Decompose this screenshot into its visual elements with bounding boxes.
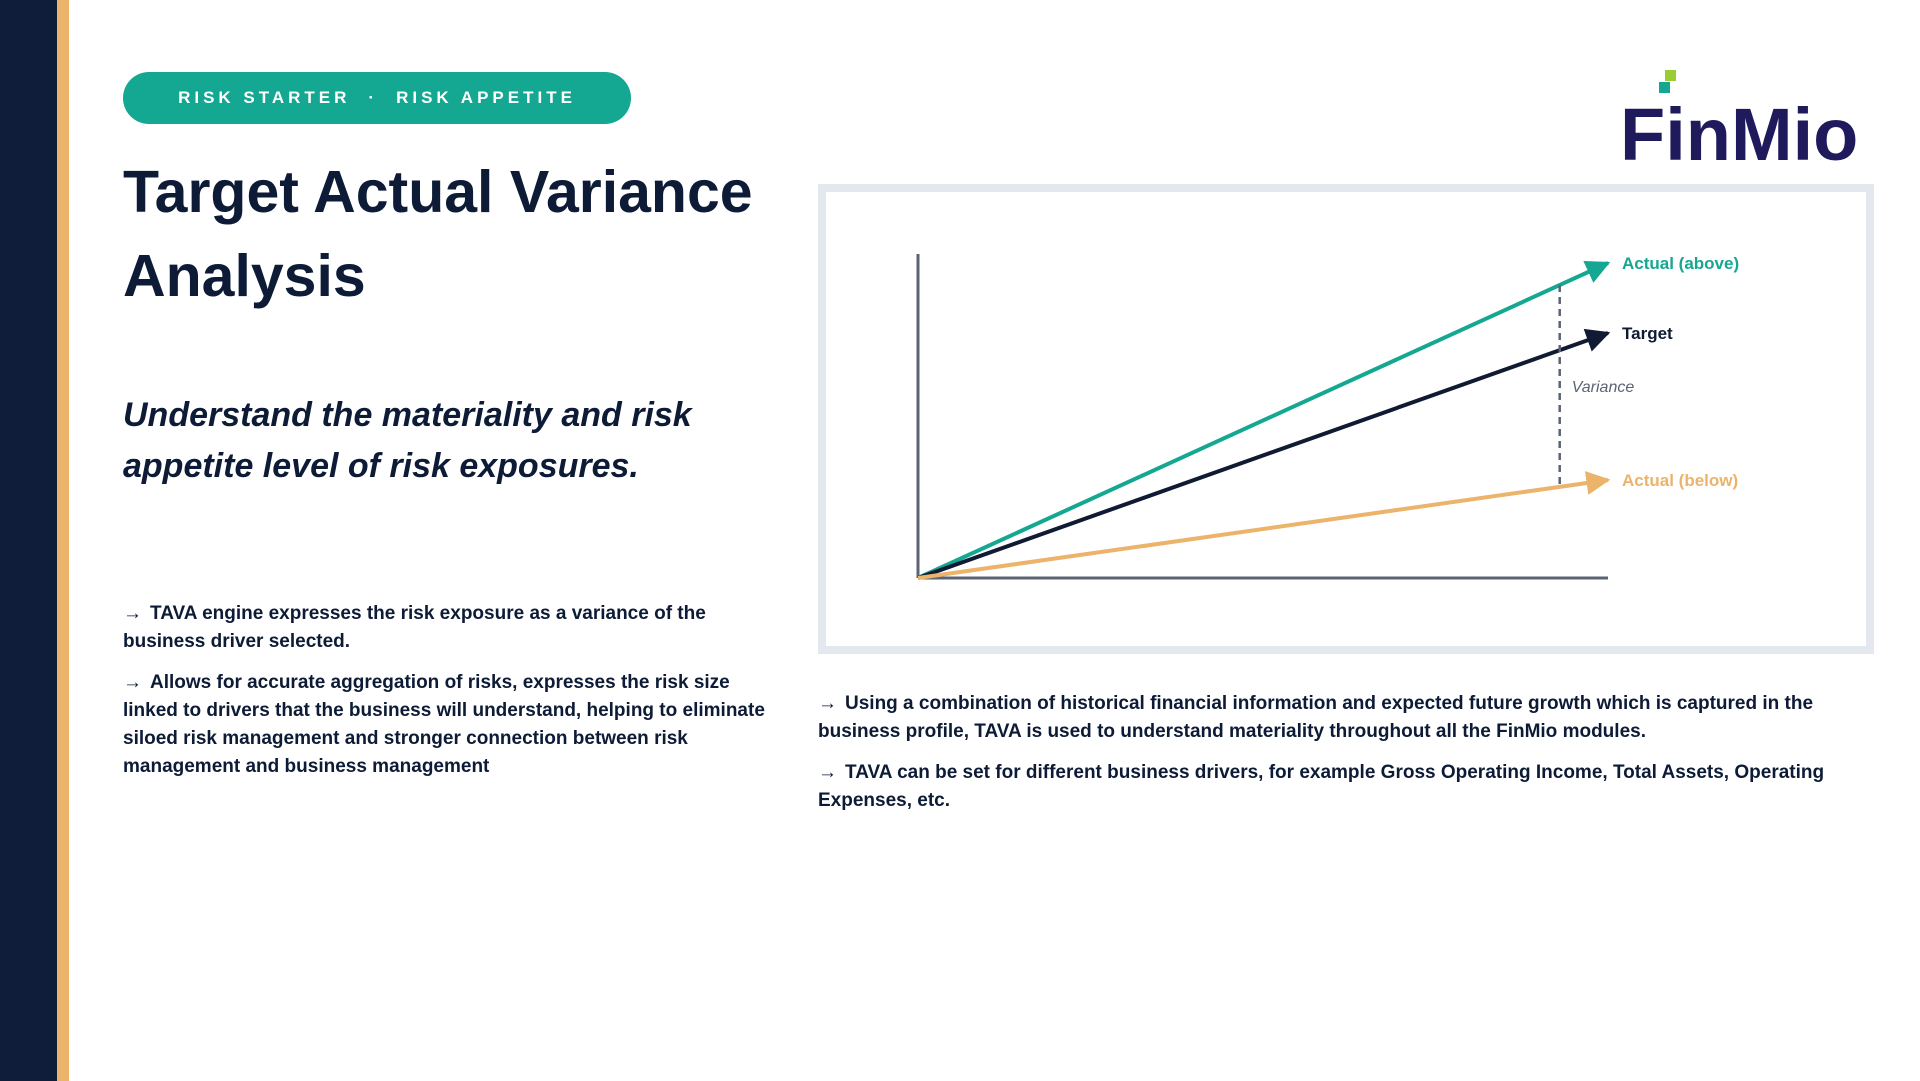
right-bullet-item: → Using a combination of historical finan…: [818, 690, 1878, 746]
right-bullet-list: → Using a combination of historical finan…: [818, 690, 1878, 828]
logo-square-teal: [1659, 82, 1670, 93]
bullet-text: Using a combination of historical financ…: [818, 693, 1814, 742]
series-layer: Actual (above) Target Actual (below): [917, 254, 1739, 580]
bullet-text: TAVA engine expresses the risk exposure …: [123, 603, 706, 652]
left-bullet-item: → Allows for accurate aggregation of risk…: [123, 669, 783, 781]
variance-label: Variance: [1572, 379, 1635, 396]
section-badge: RISK STARTER · RISK APPETITE: [123, 72, 631, 124]
series-label-actual-above: Actual (above): [1622, 254, 1739, 273]
variance-chart: Actual (above) Target Actual (below) Varia…: [916, 254, 1739, 580]
chart-frame: Actual (above) Target Actual (below) Varia…: [818, 184, 1874, 654]
side-accent-gold: [57, 0, 69, 1081]
series-line-actual-above: [917, 261, 1611, 580]
side-accent-navy: [0, 0, 57, 1081]
arrow-right-icon: →: [123, 603, 142, 624]
arrow-right-icon: →: [818, 762, 837, 783]
series-label-target: Target: [1622, 324, 1673, 343]
finmio-logo: FinMio: [1620, 70, 1858, 168]
badge-left-label: RISK STARTER: [178, 88, 351, 107]
series-line-target: [917, 328, 1611, 580]
logo-wordmark: FinMio: [1620, 93, 1858, 168]
arrow-right-icon: →: [818, 693, 837, 714]
bullet-text: TAVA can be set for different business d…: [818, 762, 1825, 811]
logo-square-green: [1665, 70, 1676, 81]
left-bullet-item: → TAVA engine expresses the risk exposure…: [123, 600, 783, 656]
bullet-text: Allows for accurate aggregation of risks…: [123, 672, 765, 777]
annotation-layer: Variance: [1558, 285, 1635, 487]
badge-separator: ·: [368, 88, 379, 107]
arrow-right-icon: →: [123, 672, 142, 693]
left-bullet-list: → TAVA engine expresses the risk exposure…: [123, 600, 783, 794]
page-subtitle: Understand the materiality and risk appe…: [123, 396, 692, 485]
right-bullet-item: → TAVA can be set for different business …: [818, 759, 1878, 815]
page-title: Target Actual Variance Analysis: [123, 159, 753, 309]
badge-right-label: RISK APPETITE: [396, 88, 576, 107]
series-label-actual-below: Actual (below): [1622, 471, 1738, 490]
series-line-actual-below: [917, 471, 1611, 580]
